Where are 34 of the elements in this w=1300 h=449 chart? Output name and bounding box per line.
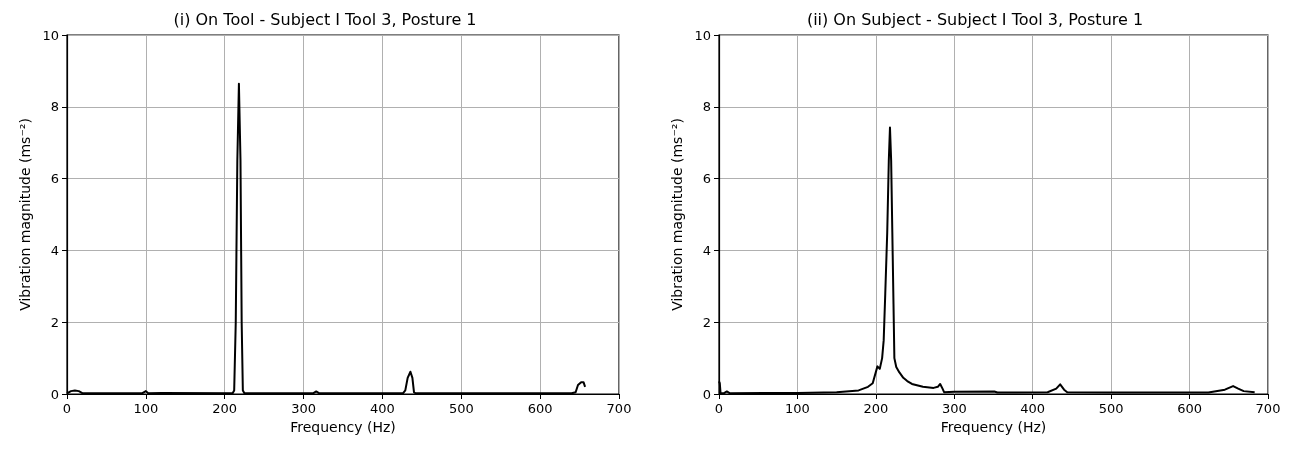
x-tick-label: 0	[714, 401, 724, 416]
x-tick-label: 700	[1255, 401, 1281, 416]
x-tick-label: 600	[527, 401, 553, 416]
x-tick-label: 500	[1098, 401, 1124, 416]
y-tick-label: 4	[50, 242, 59, 258]
x-tick-label: 200	[863, 401, 889, 416]
x-tick-label: 300	[941, 401, 967, 416]
x-tick-label: 400	[370, 401, 395, 416]
y-tick-label: 4	[702, 242, 711, 258]
x-tick-label: 300	[291, 401, 316, 416]
y-tick-label: 6	[702, 171, 711, 187]
x-tick-label: 0	[62, 401, 72, 416]
x-tick-label: 100	[133, 401, 159, 416]
x-tick-label: 500	[448, 401, 474, 416]
x-axis-title: Frequency (Hz)	[940, 419, 1047, 435]
x-tick-label: 600	[1177, 401, 1202, 416]
y-tick-label: 8	[702, 99, 711, 115]
y-axis-title: Vibration magnitude (ms⁻²)	[668, 118, 685, 311]
y-tick-label: 10	[694, 27, 711, 43]
y-tick-label: 10	[42, 27, 59, 43]
y-tick-label: 6	[50, 171, 59, 187]
y-tick-label: 2	[50, 314, 59, 330]
y-tick-label: 2	[702, 314, 711, 330]
y-tick-label: 8	[50, 99, 59, 115]
x-tick-label: 400	[1020, 401, 1046, 416]
chart-title: (ii) On Subject - Subject I Tool 3, Posture 1	[806, 9, 1144, 29]
y-axis-title: Vibration magnitude (ms⁻²)	[16, 118, 33, 311]
y-tick-label: 0	[702, 386, 711, 402]
x-tick-label: 100	[785, 401, 810, 416]
x-tick-label: 700	[606, 401, 632, 416]
chart-title: (i) On Tool - Subject I Tool 3, Posture 1	[173, 9, 477, 29]
x-axis-title: Frequency (Hz)	[290, 419, 396, 435]
x-tick-label: 200	[212, 401, 238, 416]
y-tick-label: 0	[50, 386, 59, 402]
